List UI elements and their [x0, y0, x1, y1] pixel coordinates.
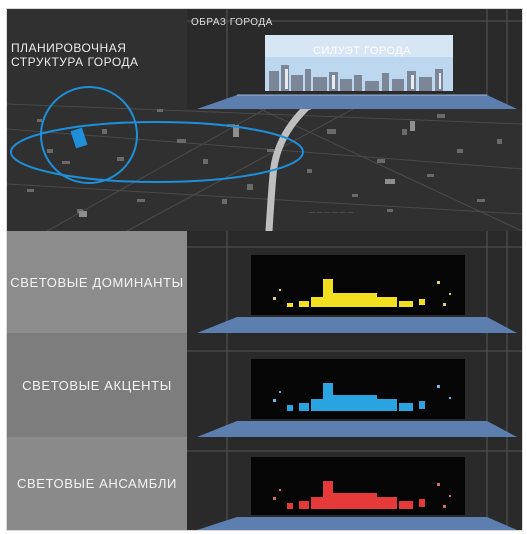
row3-stage-panel [187, 437, 522, 530]
row2-stage-panel [187, 333, 522, 437]
dominants-lights [287, 279, 425, 307]
accents-lights [287, 383, 425, 411]
light-dominants-label: СВЕТОВЫЕ ДОМИНАНТЫ [10, 274, 184, 290]
row1-stage-panel [187, 231, 522, 333]
light-accents-stage [187, 333, 522, 437]
row2-label-panel: СВЕТОВЫЕ АКЦЕНТЫ [7, 333, 187, 437]
light-ensembles-stage [187, 437, 522, 530]
planning-label-line1: ПЛАНИРОВОЧНАЯ [11, 41, 127, 55]
skyline-stage [187, 9, 522, 109]
light-dominants-stage [187, 231, 522, 333]
planning-structure-label: ПЛАНИРОВОЧНАЯ СТРУКТУРА ГОРОДА [11, 41, 139, 69]
urban-image-label: ОБРАЗ ГОРОДА [191, 17, 273, 28]
skyline-label: СИЛУЭТ ГОРОДА [313, 45, 412, 57]
planning-label-line2: СТРУКТУРА ГОРОДА [11, 55, 139, 69]
figure-frame: — — — — — — ПЛАНИРОВОЧНАЯ СТРУКТУРА ГОРО… [6, 8, 523, 531]
row3-label-panel: СВЕТОВЫЕ АНСАМБЛИ [7, 437, 187, 530]
light-ensembles-label: СВЕТОВЫЕ АНСАМБЛИ [17, 476, 177, 491]
svg-text:— — — — — —: — — — — — — [309, 210, 353, 216]
row1-label-panel: СВЕТОВЫЕ ДОМИНАНТЫ [7, 231, 187, 333]
light-accents-label: СВЕТОВЫЕ АКЦЕНТЫ [22, 377, 172, 393]
ensembles-lights [287, 481, 425, 509]
urban-image-panel [187, 9, 522, 109]
